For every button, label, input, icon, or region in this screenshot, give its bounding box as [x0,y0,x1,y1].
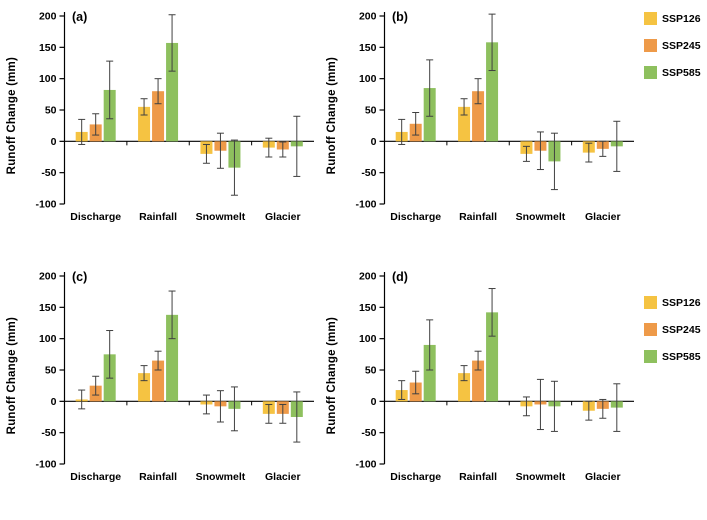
panel-b: Runoff Change (mm) 200 150 100 50 0 -50 -100 Di… [320,0,640,260]
y-tick-label: 50 [365,365,377,377]
category-label: Snowmelt [516,471,566,483]
y-tick-label: -50 [41,427,56,439]
category-label: Glacier [585,471,621,483]
legend-item: SSP245 [644,39,707,52]
y-tick-label: -100 [35,199,56,211]
panel-letter-b: (b) [392,10,408,24]
category-label: Snowmelt [196,211,246,223]
category-label: Discharge [390,211,441,223]
y-axis-label: Runoff Change (mm) [6,57,18,175]
y-tick-label: 150 [359,302,377,314]
legend-swatch-ssp245 [644,39,657,52]
category-label: Discharge [70,471,121,483]
legend-label: SSP585 [662,350,701,363]
bar-ssp245-rainfall [472,360,485,402]
y-tick-label: 150 [39,42,57,54]
y-tick-label: 200 [359,11,377,23]
y-tick-label: -50 [41,167,56,179]
legend-item: SSP126 [644,296,707,309]
y-tick-label: 50 [45,365,57,377]
y-tick-label: 50 [365,105,377,117]
category-label: Discharge [390,471,441,483]
y-tick-label: 100 [39,73,57,85]
legend-label: SSP585 [662,66,701,79]
bar-ssp585-discharge [423,344,436,402]
legend-item: SSP245 [644,323,707,336]
chart-svg-d: 200 150 100 50 0 -50 -100 Discharge Rainfall Snow… [355,271,634,483]
bar-ssp585-rainfall [166,314,179,402]
y-tick-label: 200 [39,11,57,23]
y-tick-label: -100 [355,199,376,211]
category-label: Rainfall [459,211,497,223]
bottom-row: Runoff Change (mm) 200 150 100 50 0 -50 -100 Di… [0,260,707,520]
bar-ssp245-rainfall [152,360,165,402]
top-row: Runoff Change (mm) 200 150 100 50 0 -50 -100 Di… [0,0,707,260]
panel-letter-d: (d) [392,270,408,284]
y-tick-label: -100 [355,459,376,471]
bar-ssp585-rainfall [486,42,499,142]
panel-d: Runoff Change (mm) 200 150 100 50 0 -50 -100 Di… [320,260,640,520]
y-axis-label: Runoff Change (mm) [6,317,18,435]
category-label: Glacier [265,471,301,483]
category-label: Rainfall [139,211,177,223]
legend-swatch-ssp245 [644,323,657,336]
legend-item: SSP585 [644,350,707,363]
y-axis-label: Runoff Change (mm) [326,57,338,175]
y-tick-label: 0 [371,396,377,408]
category-label: Discharge [70,211,121,223]
legend-swatch-ssp126 [644,296,657,309]
y-tick-label: -50 [361,427,376,439]
bar-ssp585-rainfall [166,42,179,142]
y-tick-label: 150 [359,42,377,54]
y-tick-label: 100 [359,333,377,345]
y-tick-label: 0 [371,136,377,148]
legend-label: SSP245 [662,39,701,52]
legend-top: SSP126 SSP245 SSP585 [640,0,707,260]
category-label: Glacier [265,211,301,223]
bar-ssp585-rainfall [486,312,499,402]
legend-swatch-ssp126 [644,12,657,25]
category-label: Rainfall [459,471,497,483]
chart-svg-a: 200 150 100 50 0 -50 -100 Discharge Rainfall Snow… [35,11,314,223]
y-tick-label: -50 [361,167,376,179]
chart-svg-c: 200 150 100 50 0 -50 -100 Discharge Rainfall Snow… [35,271,314,483]
chart-svg-b: 200 150 100 50 0 -50 -100 Discharge Rainfall Snow… [355,11,634,223]
y-tick-label: 0 [51,396,57,408]
legend-swatch-ssp585 [644,350,657,363]
legend-label: SSP245 [662,323,701,336]
y-tick-label: 100 [359,73,377,85]
y-tick-label: 50 [45,105,57,117]
panel-c: Runoff Change (mm) 200 150 100 50 0 -50 -100 Di… [0,260,320,520]
category-label: Snowmelt [196,471,246,483]
legend-label: SSP126 [662,296,701,309]
legend-item: SSP126 [644,12,707,25]
legend-label: SSP126 [662,12,701,25]
panel-letter-a: (a) [72,10,88,24]
panel-a: Runoff Change (mm) 200 150 100 50 0 -50 -100 Di… [0,0,320,260]
legend-bottom: SSP126 SSP245 SSP585 [640,260,707,520]
y-tick-label: 200 [39,271,57,283]
category-label: Snowmelt [516,211,566,223]
y-tick-label: -100 [35,459,56,471]
y-tick-label: 200 [359,271,377,283]
y-tick-label: 100 [39,333,57,345]
category-label: Rainfall [139,471,177,483]
panel-letter-c: (c) [72,270,88,284]
y-axis-label: Runoff Change (mm) [326,317,338,435]
legend-item: SSP585 [644,66,707,79]
y-tick-label: 0 [51,136,57,148]
legend-swatch-ssp585 [644,66,657,79]
category-label: Glacier [585,211,621,223]
y-tick-label: 150 [39,302,57,314]
